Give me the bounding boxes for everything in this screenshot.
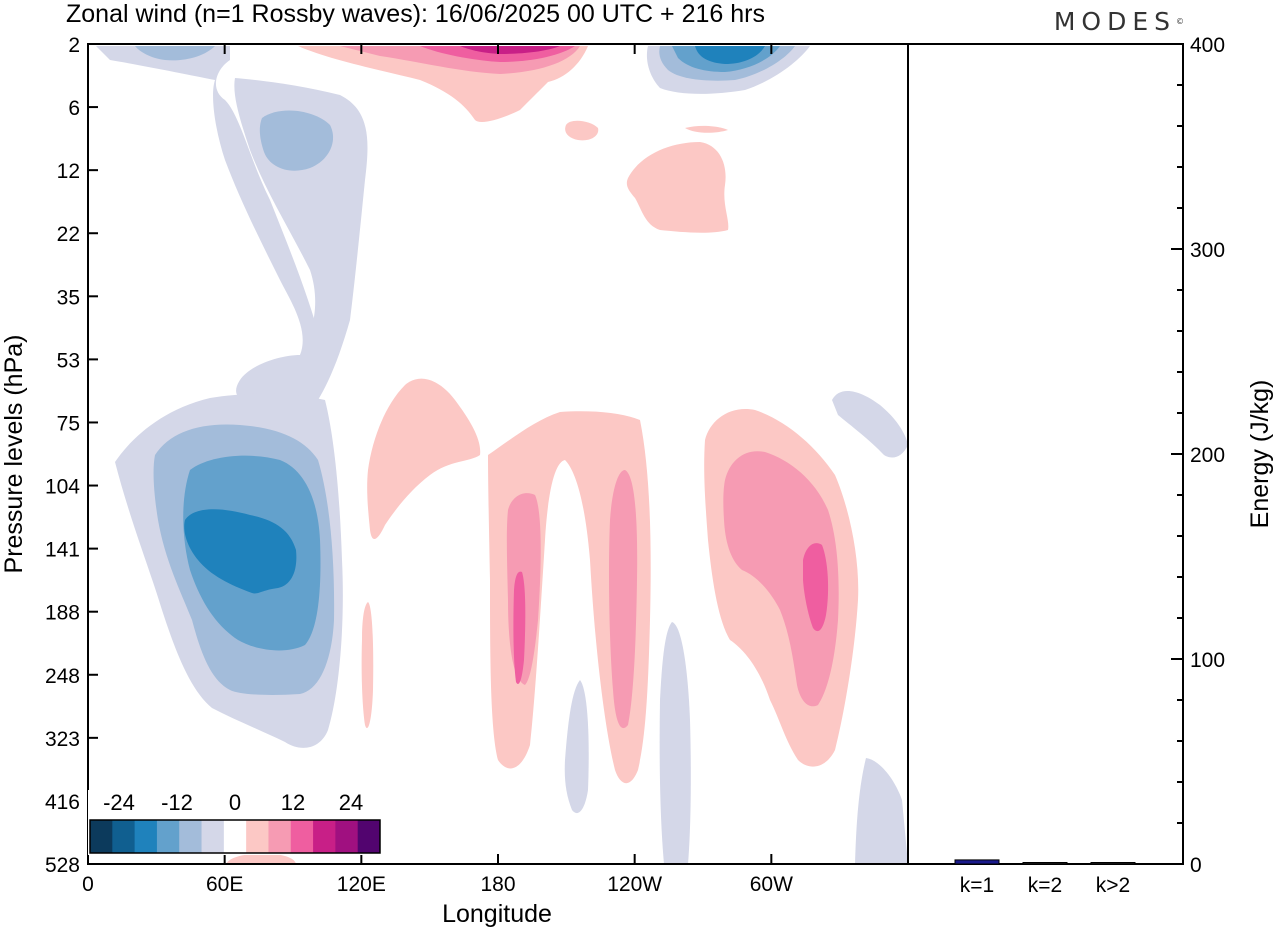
colorbar-swatch <box>290 820 314 853</box>
contour-pos-right-l1 <box>723 451 839 707</box>
energy-tick-label: 100 <box>1190 649 1225 672</box>
heatmap-field <box>96 46 908 864</box>
colorbar-swatch <box>223 820 247 853</box>
x-tick-label: 180 <box>480 873 515 896</box>
x-tick-label: 120E <box>337 873 386 896</box>
energy-tick-label: 300 <box>1190 239 1225 262</box>
y-tick-label: 75 <box>57 412 80 435</box>
x-axis-label: Longitude <box>442 900 552 928</box>
contour-neg-lower-mid-b <box>659 622 691 864</box>
colorbar-swatch <box>156 820 180 853</box>
chart-title: Zonal wind (n=1 Rossby waves): 16/06/202… <box>66 0 765 28</box>
x-tick-label: 0 <box>82 873 94 896</box>
colorbar-swatch <box>201 820 225 853</box>
contour-pos-bottom <box>226 853 296 864</box>
contour-pos-small-a <box>565 120 599 141</box>
colorbar-tick-label: 12 <box>281 790 305 815</box>
y-tick-label: 22 <box>57 223 80 246</box>
colorbar-swatch <box>246 820 269 853</box>
energy-category-label: k=2 <box>1028 874 1062 897</box>
pressure-axis: 2 6 12 22 35 53 75 104 141 188 248 323 416 528 <box>45 34 98 877</box>
y-tick-label: 2 <box>68 34 80 57</box>
x-tick-label: 60E <box>206 873 243 896</box>
contour-neg-lower-right <box>855 758 908 864</box>
y-axis-label: Pressure levels (hPa) <box>0 335 28 574</box>
colorbar-swatch <box>335 820 359 853</box>
energy-bar-chart: 0 100 200 300 400 k=1 k=2 k>2 <box>954 34 1225 897</box>
colorbar-swatch <box>179 820 203 853</box>
y-tick-label: 528 <box>45 854 80 877</box>
colorbar-swatch <box>112 820 136 853</box>
y-tick-label: 188 <box>45 602 80 625</box>
y-tick-label: 104 <box>45 476 80 499</box>
longitude-axis: 0 60E 120E 180 120W 60W <box>82 44 793 896</box>
contour-pos-center-b-l1 <box>609 470 638 729</box>
contour-pos-right-l2 <box>803 543 829 632</box>
y-tick-label: 141 <box>45 539 80 562</box>
contour-pos-mid-left <box>367 378 481 540</box>
y-tick-label: 35 <box>57 286 80 309</box>
colorbar: -24 -12 0 12 24 <box>88 790 382 855</box>
energy-panel-frame <box>907 43 1184 865</box>
colorbar-swatch <box>90 820 113 853</box>
energy-category-label: k=1 <box>960 874 994 897</box>
colorbar-swatch <box>313 820 336 853</box>
y-tick-label: 6 <box>68 97 80 120</box>
x-tick-label: 120W <box>607 873 662 896</box>
x-tick-label: 60W <box>750 873 793 896</box>
y-tick-label: 323 <box>45 728 80 751</box>
colorbar-swatch <box>268 820 292 853</box>
energy-axis-label: Energy (J/kg) <box>1246 380 1274 529</box>
contour-neg-top-left-b <box>135 46 215 61</box>
contour-pos-upper-right <box>626 142 729 233</box>
contour-pos-top-l3 <box>460 46 560 54</box>
contour-pos-center-a-l2 <box>513 571 526 684</box>
energy-tick-label: 400 <box>1190 34 1225 57</box>
energy-category-label: k>2 <box>1096 874 1130 897</box>
energy-bar <box>1022 862 1068 865</box>
colorbar-tick-label: 0 <box>229 790 241 815</box>
y-tick-label: 53 <box>57 349 80 372</box>
contour-neg-right-edge <box>832 390 908 458</box>
colorbar-tick-label: -24 <box>103 790 135 815</box>
logo-copyright-mark: © <box>1176 17 1184 26</box>
contour-pos-small-b <box>685 125 728 133</box>
colorbar-tick-label: -12 <box>161 790 193 815</box>
contour-pos-thin-left <box>361 602 374 729</box>
logo-text: MODES <box>1053 7 1176 36</box>
contour-neg-low-left-l3 <box>184 509 297 594</box>
contour-neg-upper-left <box>96 46 323 403</box>
colorbar-tick-label: 24 <box>339 790 363 815</box>
contour-neg-lower-mid <box>564 680 589 814</box>
y-tick-label: 416 <box>45 791 80 814</box>
colorbar-swatch <box>357 820 381 853</box>
y-tick-label: 12 <box>57 160 80 183</box>
colorbar-frame <box>89 819 381 854</box>
energy-tick-label: 200 <box>1190 444 1225 467</box>
contour-neg-upper-mid-b <box>259 110 334 171</box>
energy-bar <box>1090 862 1136 865</box>
energy-tick-label: 0 <box>1190 854 1202 877</box>
modes-logo: MODES© <box>1054 8 1184 36</box>
colorbar-swatch <box>134 820 158 853</box>
energy-bar <box>954 859 1000 865</box>
y-tick-label: 248 <box>45 665 80 688</box>
contour-neg-top-right-l3 <box>695 46 765 64</box>
